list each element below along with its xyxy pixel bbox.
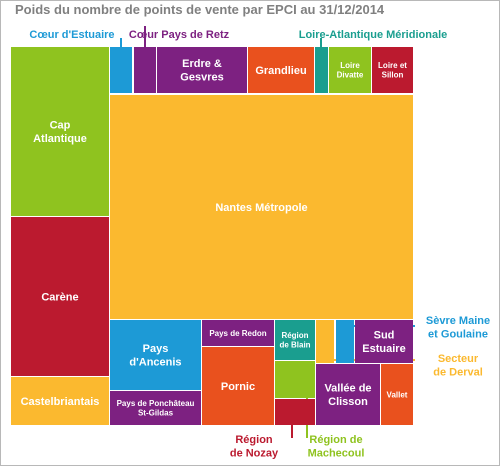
treemap-tile-region-machecoul bbox=[275, 361, 315, 398]
callout-label-region-machecoul-line-2: Machecoul bbox=[308, 448, 365, 460]
tile-rect-loire-atlantique-meridionale bbox=[315, 47, 328, 93]
tile-rect-pays-redon bbox=[202, 320, 274, 346]
tile-label-pays-ancenis-line-2: d'Ancenis bbox=[129, 357, 181, 369]
treemap-tile-pays-redon: Pays de Redon bbox=[202, 320, 274, 346]
treemap-tile-castelbriantais: Castelbriantais bbox=[11, 377, 109, 425]
tile-label-region-blain-line-2: de Blain bbox=[279, 341, 310, 350]
tile-rect-pays-ancenis bbox=[110, 320, 201, 390]
tile-label-region-blain-line-1: Région bbox=[281, 331, 308, 340]
tile-rect-region-blain bbox=[275, 320, 315, 360]
tile-label-erdre-gesvres-line-1: Erdre & bbox=[182, 58, 222, 70]
treemap-tile-pays-ancenis: Pays d'Ancenis bbox=[110, 320, 201, 390]
tile-label-loire-divatte-line-1: Loire bbox=[340, 61, 360, 70]
tile-label-castelbriantais: Castelbriantais bbox=[21, 396, 100, 408]
callout-label-coeur-pays-retz: Cœur Pays de Retz bbox=[129, 29, 230, 41]
callout-label-region-machecoul-line-1: Région de bbox=[309, 434, 362, 446]
tile-rect-region-nozay bbox=[275, 399, 315, 425]
callout-label-sevre-maine-goulaine-line-1: Sèvre Maine bbox=[426, 315, 490, 327]
chart-title: Poids du nombre de points de vente par E… bbox=[15, 2, 385, 17]
treemap-tile-carene: Carène bbox=[11, 217, 109, 376]
tile-rect-castelbriantais bbox=[11, 377, 109, 425]
tile-rect-loire-silllon bbox=[372, 47, 413, 93]
treemap-tile-sevre-maine-goulaine bbox=[336, 320, 354, 363]
tile-rect-pornic bbox=[202, 347, 274, 425]
callout-label-secteur-derval-line-2: de Derval bbox=[433, 367, 483, 379]
tile-label-vallee-clisson-line-2: Clisson bbox=[328, 396, 368, 408]
tile-rect-carene bbox=[11, 217, 109, 376]
tile-label-pays-pontchateau-line-2: St-Gildas bbox=[138, 409, 174, 418]
callout-label-secteur-derval-line-1: Secteur bbox=[438, 353, 479, 365]
tile-rect-sevre-maine-goulaine bbox=[336, 320, 354, 363]
treemap-tile-erdre-gesvres: Erdre & Gesvres bbox=[157, 47, 247, 93]
callout-label-loire-atlantique-meridionale: Loire-Atlantique Méridionale bbox=[299, 29, 448, 41]
treemap-tile-region-nozay bbox=[275, 399, 315, 425]
tile-label-cap-atlantique-line-2: Atlantique bbox=[33, 133, 87, 145]
tile-label-erdre-gesvres-line-2: Gesvres bbox=[180, 72, 223, 84]
tile-rect-secteur-derval bbox=[316, 320, 334, 363]
tile-label-sud-estuaire-line-1: Sud bbox=[374, 330, 395, 342]
callout-label-region-nozay-line-1: Région bbox=[235, 434, 273, 446]
treemap-tile-loire-atlantique-meridionale bbox=[315, 47, 328, 93]
treemap-tile-grandlieu: Grandlieu bbox=[248, 47, 314, 93]
tile-rect-vallee-clisson bbox=[316, 364, 380, 425]
treemap-tile-pornic: Pornic bbox=[202, 347, 274, 425]
treemap-tile-nantes-metropole: Nantes Métropole bbox=[110, 95, 413, 319]
callout-label-coeur-estuaire: Cœur d'Estuaire bbox=[29, 29, 114, 41]
tile-label-pays-pontchateau-line-1: Pays de Ponchâteau bbox=[117, 399, 195, 408]
tile-rect-grandlieu bbox=[248, 47, 314, 93]
tile-rect-loire-divatte bbox=[329, 47, 371, 93]
tile-rect-coeur-pays-retz bbox=[134, 47, 156, 93]
tile-label-loire-silllon-line-1: Loire et bbox=[378, 61, 407, 70]
tile-rect-pays-pontchateau bbox=[110, 391, 201, 425]
tile-rect-erdre-gesvres bbox=[157, 47, 247, 93]
tile-rect-sud-estuaire bbox=[355, 320, 413, 363]
treemap-tile-coeur-pays-retz bbox=[134, 47, 156, 93]
treemap-tile-vallet: Vallet bbox=[381, 364, 413, 425]
tile-label-cap-atlantique-line-1: Cap bbox=[50, 120, 71, 132]
tile-label-pornic: Pornic bbox=[221, 381, 255, 393]
tile-label-pays-redon: Pays de Redon bbox=[209, 329, 266, 338]
treemap-tile-secteur-derval bbox=[316, 320, 334, 363]
callout-label-sevre-maine-goulaine-line-2: et Goulaine bbox=[428, 329, 488, 341]
tile-label-grandlieu: Grandlieu bbox=[255, 65, 306, 77]
tile-rect-coeur-estuaire bbox=[110, 47, 132, 93]
tile-label-vallee-clisson-line-1: Vallée de bbox=[324, 383, 371, 395]
tile-label-nantes-metropole: Nantes Métropole bbox=[215, 202, 307, 214]
tile-label-sud-estuaire-line-2: Estuaire bbox=[362, 343, 405, 355]
callout-label-region-nozay-line-2: de Nozay bbox=[230, 448, 279, 460]
tile-label-pays-ancenis-line-1: Pays bbox=[143, 343, 169, 355]
tile-label-loire-divatte-line-2: Divatte bbox=[337, 71, 364, 80]
tile-rect-nantes-metropole bbox=[110, 95, 413, 319]
tile-rect-region-machecoul bbox=[275, 361, 315, 398]
tile-label-vallet: Vallet bbox=[387, 390, 408, 399]
treemap-tile-coeur-estuaire bbox=[110, 47, 132, 93]
tile-label-loire-silllon-line-2: Sillon bbox=[382, 71, 404, 80]
tile-label-carene: Carène bbox=[41, 291, 78, 303]
tile-rect-vallet bbox=[381, 364, 413, 425]
tile-rect-cap-atlantique bbox=[11, 47, 109, 216]
